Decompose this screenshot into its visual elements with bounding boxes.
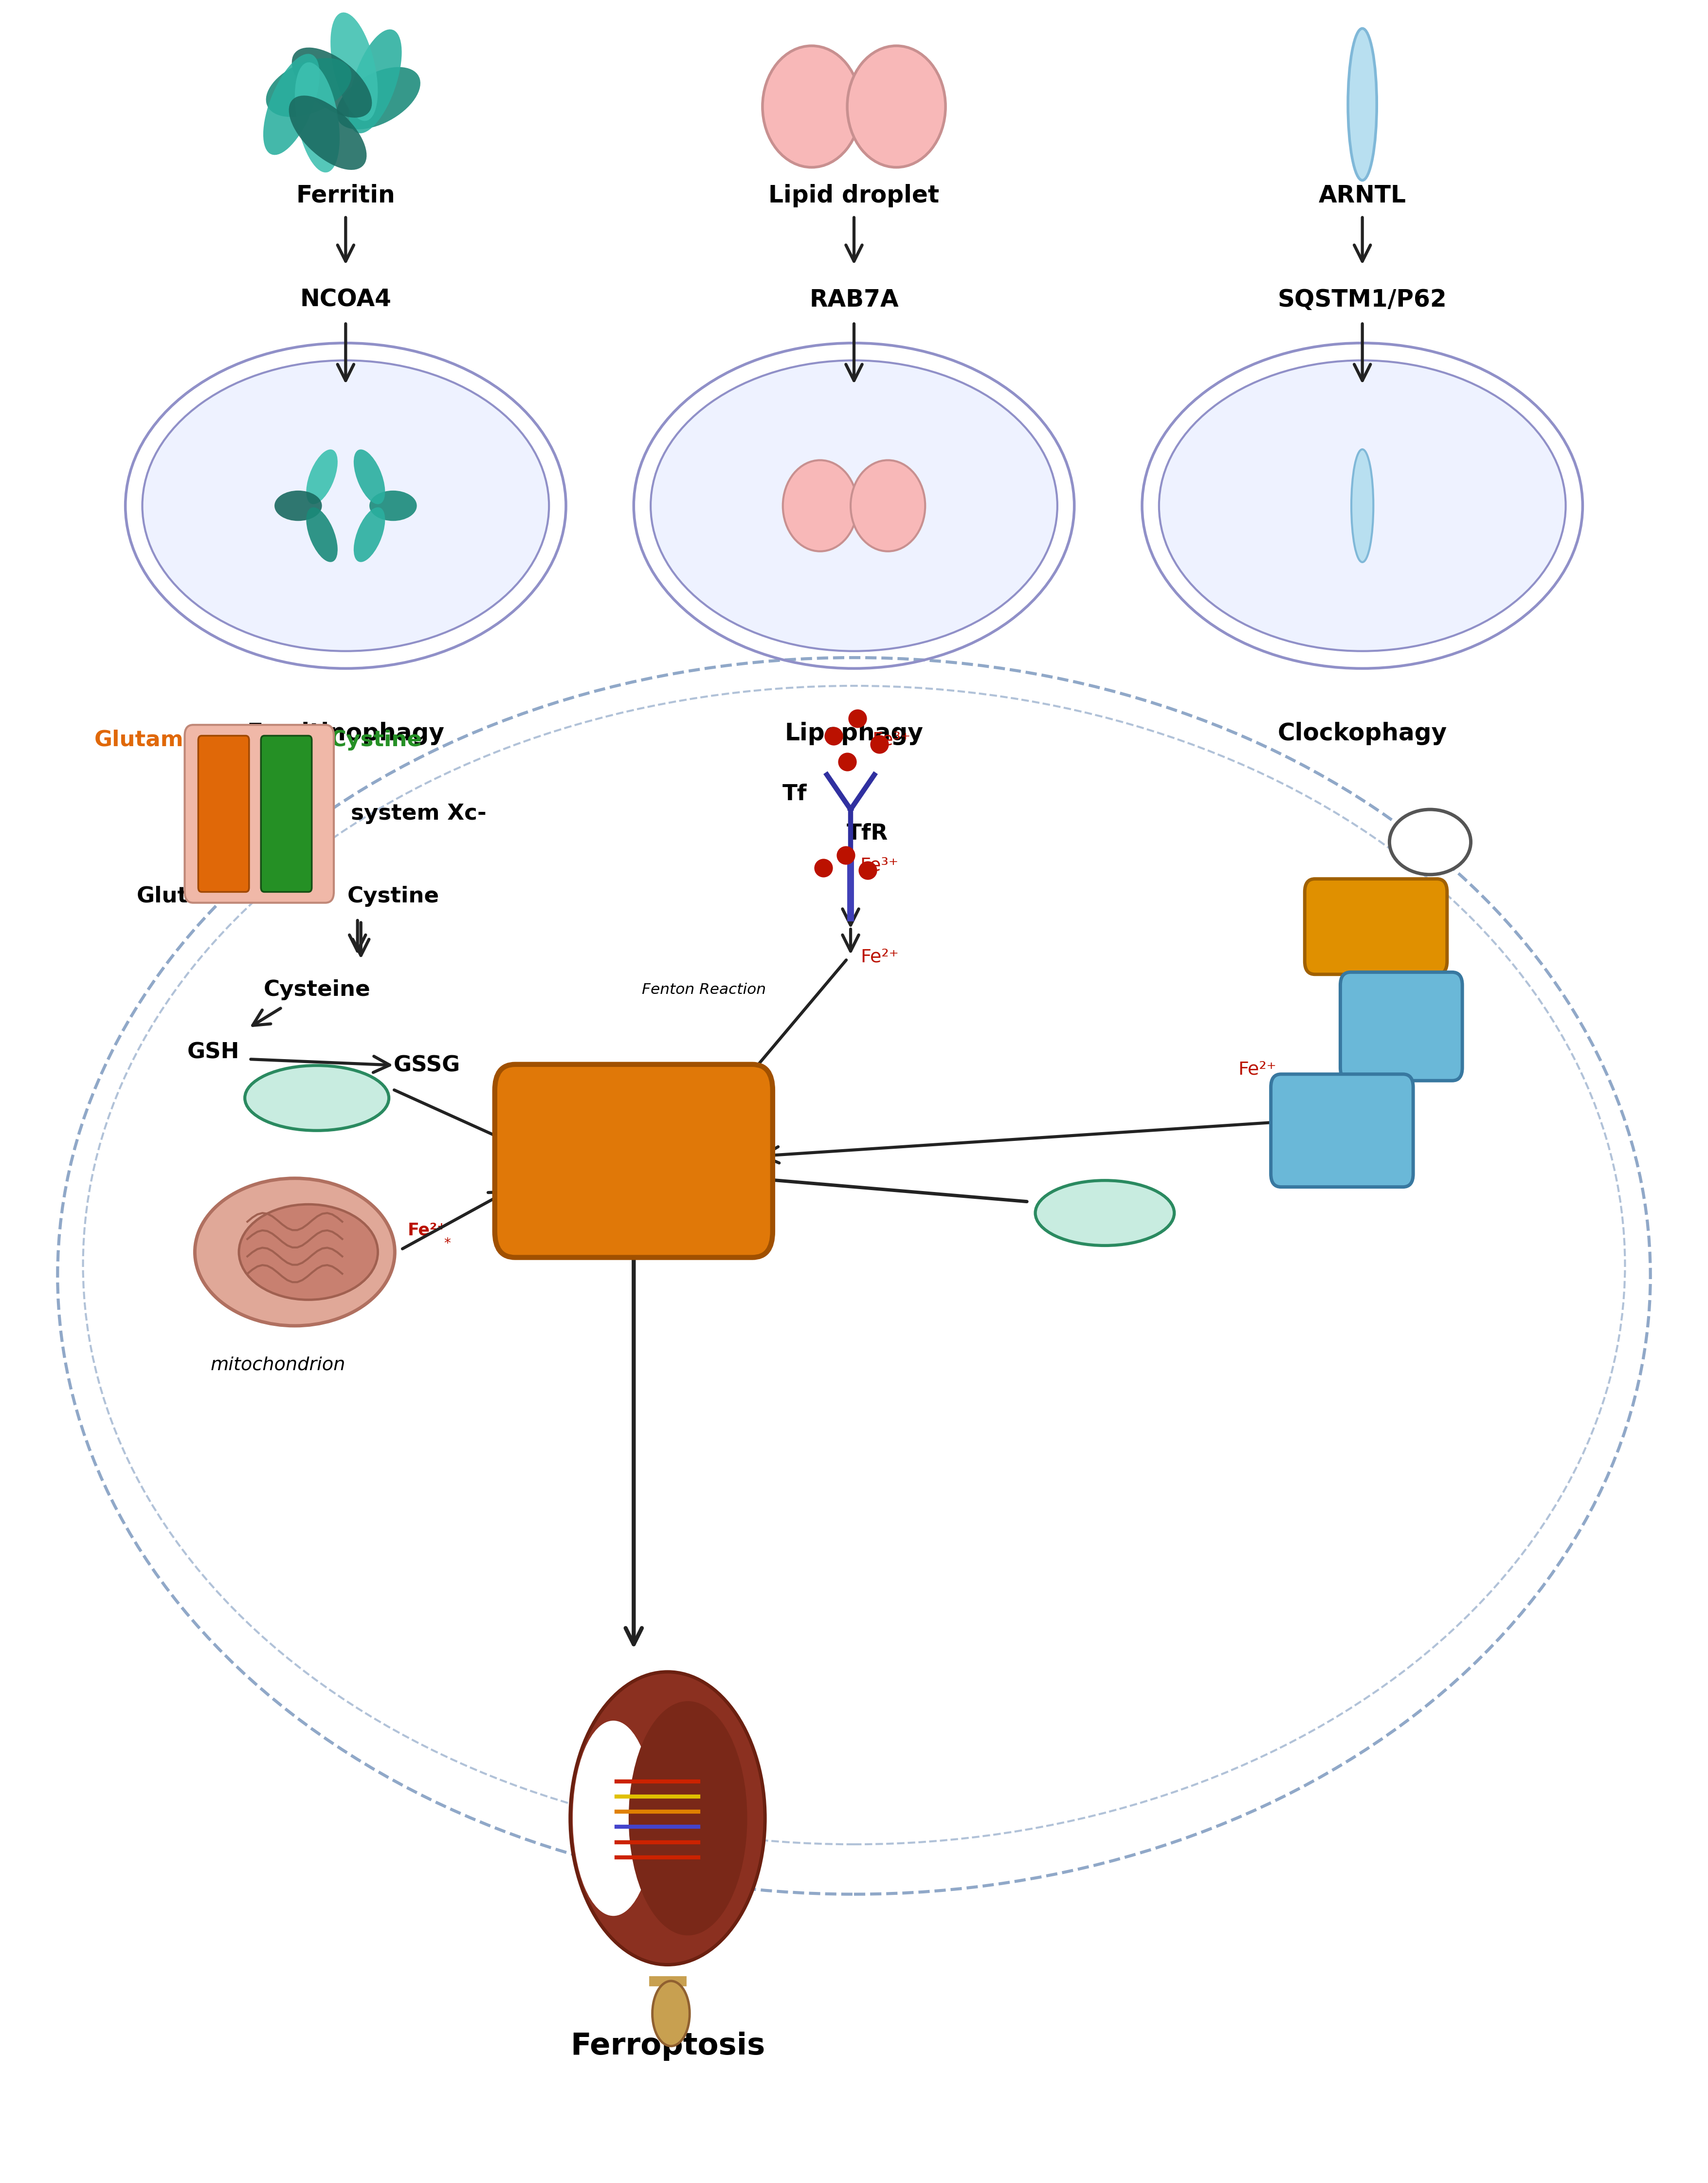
Text: NCOA4: NCOA4 — [301, 288, 391, 312]
Text: Cystine: Cystine — [330, 729, 422, 751]
Ellipse shape — [369, 491, 417, 522]
Text: system Xc-: system Xc- — [350, 803, 487, 825]
Text: Lipid
preoxidation: Lipid preoxidation — [543, 1135, 724, 1188]
Ellipse shape — [1348, 28, 1377, 181]
Text: Cystine: Cystine — [347, 886, 439, 906]
Text: RAB7A: RAB7A — [810, 288, 898, 312]
FancyBboxPatch shape — [1341, 971, 1462, 1081]
Text: AA: AA — [1413, 832, 1447, 854]
Text: TfR: TfR — [847, 823, 888, 845]
FancyBboxPatch shape — [184, 725, 333, 904]
Text: SLC3A2: SLC3A2 — [260, 808, 314, 821]
Ellipse shape — [275, 491, 321, 522]
Ellipse shape — [263, 55, 319, 155]
FancyBboxPatch shape — [261, 736, 313, 893]
FancyBboxPatch shape — [198, 736, 249, 893]
Ellipse shape — [295, 63, 340, 172]
Ellipse shape — [354, 506, 384, 561]
Text: Fenton Reaction: Fenton Reaction — [642, 982, 765, 998]
Ellipse shape — [851, 461, 926, 552]
FancyBboxPatch shape — [1305, 880, 1447, 974]
Text: *: * — [444, 1238, 451, 1251]
Ellipse shape — [1035, 1181, 1175, 1246]
Ellipse shape — [289, 96, 367, 170]
Text: mitochondrion: mitochondrion — [210, 1356, 345, 1373]
Text: Cysteine: Cysteine — [263, 978, 371, 1000]
Ellipse shape — [306, 506, 338, 561]
Ellipse shape — [762, 46, 861, 168]
Ellipse shape — [782, 461, 857, 552]
Text: Glutamate: Glutamate — [137, 886, 266, 906]
Text: Clockophagy: Clockophagy — [1278, 723, 1447, 744]
Ellipse shape — [292, 48, 372, 118]
Text: SQSTM1/P62: SQSTM1/P62 — [1278, 288, 1447, 312]
Ellipse shape — [336, 68, 420, 129]
Ellipse shape — [629, 1701, 746, 1936]
Text: Lipophagy: Lipophagy — [784, 723, 924, 744]
Ellipse shape — [1389, 810, 1471, 875]
Ellipse shape — [651, 360, 1057, 651]
Text: GPX4: GPX4 — [284, 1087, 350, 1109]
Ellipse shape — [572, 1720, 654, 1917]
Ellipse shape — [244, 1065, 389, 1131]
Text: Glutamate: Glutamate — [94, 729, 224, 751]
Text: Fe²⁺: Fe²⁺ — [408, 1222, 446, 1238]
Text: Lipid droplet: Lipid droplet — [769, 183, 939, 207]
Text: Ferritinophagy: Ferritinophagy — [248, 723, 444, 744]
FancyBboxPatch shape — [1271, 1074, 1413, 1188]
Ellipse shape — [570, 1672, 765, 1965]
Text: Fe³⁺: Fe³⁺ — [873, 731, 910, 749]
Ellipse shape — [306, 450, 338, 504]
Ellipse shape — [652, 1980, 690, 2045]
Ellipse shape — [195, 1179, 395, 1325]
Text: PE-AA-
OOH: PE-AA- OOH — [1300, 1109, 1383, 1153]
Text: SLC7A11: SLC7A11 — [191, 808, 256, 821]
Text: ARNTL: ARNTL — [1319, 183, 1406, 207]
Ellipse shape — [266, 59, 352, 118]
Text: GPX4: GPX4 — [1071, 1203, 1138, 1222]
Text: Fe²⁺: Fe²⁺ — [1238, 1061, 1276, 1078]
Ellipse shape — [142, 360, 548, 651]
Ellipse shape — [847, 46, 946, 168]
FancyBboxPatch shape — [495, 1065, 772, 1257]
Text: GSH: GSH — [188, 1041, 239, 1063]
Text: Fe²⁺: Fe²⁺ — [861, 947, 898, 965]
Ellipse shape — [239, 1205, 377, 1299]
Ellipse shape — [1351, 450, 1373, 563]
Text: Ferritin: Ferritin — [295, 183, 395, 207]
Text: GSSG: GSSG — [393, 1054, 461, 1076]
Ellipse shape — [348, 28, 401, 133]
Text: Fe³⁺: Fe³⁺ — [861, 858, 898, 875]
Text: Tf: Tf — [782, 784, 806, 806]
Text: LOXs: LOXs — [1356, 1061, 1409, 1078]
Ellipse shape — [1160, 360, 1566, 651]
Text: Ferroptosis: Ferroptosis — [570, 2032, 765, 2061]
Ellipse shape — [330, 13, 377, 120]
Text: ACSL4: ACSL4 — [1337, 917, 1416, 937]
Ellipse shape — [354, 450, 384, 504]
Text: PE-
AA: PE- AA — [1382, 1004, 1421, 1050]
